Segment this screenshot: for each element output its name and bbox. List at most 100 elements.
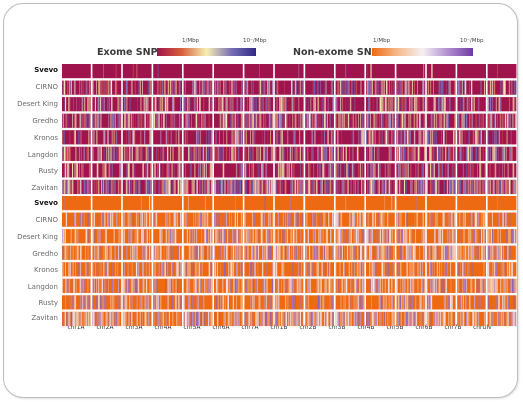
heatmap-cell-0-3-1 (92, 113, 122, 128)
heatmap-cell-1-4-0 (62, 262, 91, 277)
column-label-chr1a: chr1A (67, 325, 85, 331)
heatmap-cell-0-0-13 (457, 64, 486, 79)
heatmap-cell-0-4-8 (305, 130, 334, 145)
heatmap-cell-0-1-2 (122, 80, 152, 95)
heatmap-cell-0-7-1 (92, 179, 122, 195)
heatmap-cell-1-1-4 (183, 212, 213, 227)
heatmap-cell-0-1-8 (305, 80, 334, 95)
heatmap-cell-1-6-11 (396, 295, 426, 310)
heatmap-cell-1-6-3 (153, 295, 182, 310)
legend-title-exome: Exome SNPs (97, 47, 164, 58)
heatmap-cell-1-5-1 (92, 278, 122, 293)
heatmap-cell-0-4-12 (426, 130, 456, 145)
heatmap-cell-0-7-12 (426, 179, 456, 195)
heatmap-cell-1-4-6 (244, 262, 274, 277)
heatmap-cell-1-4-2 (122, 262, 152, 277)
heatmap-cell-1-6-10 (366, 295, 395, 310)
heatmap-cell-0-6-1 (92, 163, 122, 178)
heatmap-cell-0-3-11 (396, 113, 426, 128)
heatmap-cell-0-1-9 (335, 80, 365, 95)
column-label-chr7a: chr7A (241, 325, 259, 331)
heatmap-cell-1-1-7 (274, 212, 304, 227)
heatmap-cell-0-1-11 (396, 80, 426, 95)
heatmap-cell-0-6-12 (426, 163, 456, 178)
heatmap-cell-0-3-13 (457, 113, 486, 128)
heatmap-cell-0-0-6 (244, 64, 274, 79)
column-label-chr6b: chr6B (415, 325, 433, 331)
heatmap-cell-1-4-13 (457, 262, 486, 277)
heatmap-cell-0-7-9 (335, 179, 365, 195)
heatmap-cell-0-5-6 (244, 146, 274, 161)
heatmap-cell-0-5-4 (183, 146, 213, 161)
heatmap-cell-0-1-7 (274, 80, 304, 95)
heatmap-cell-0-5-3 (153, 146, 182, 161)
column-label-chr4b: chr4B (357, 325, 375, 331)
heatmap-cell-0-3-5 (214, 113, 243, 128)
heatmap-cell-1-7-13 (457, 311, 486, 327)
heatmap-cell-1-6-4 (183, 295, 213, 310)
heatmap-cell-1-2-4 (183, 229, 213, 244)
heatmap-cell-0-4-13 (457, 130, 486, 145)
heatmap-cell-1-7-10 (366, 311, 395, 327)
heatmap-cell-0-6-4 (183, 163, 213, 178)
heatmap-cell-0-1-1 (92, 80, 122, 95)
column-label-chr7b: chr7B (444, 325, 462, 331)
heatmap-cell-1-1-10 (366, 212, 395, 227)
heatmap-cell-1-4-11 (396, 262, 426, 277)
heatmap-cell-1-0-7 (274, 196, 304, 211)
heatmap-cell-0-2-10 (366, 97, 395, 112)
heatmap-cell-1-7-9 (335, 311, 365, 327)
heatmap-cell-0-4-6 (244, 130, 274, 145)
heatmap-cell-0-1-4 (183, 80, 213, 95)
heatmap-cell-1-6-0 (62, 295, 91, 310)
heatmap-cell-0-3-0 (62, 113, 91, 128)
heatmap-cell-0-3-3 (153, 113, 182, 128)
heatmap-cell-0-3-9 (335, 113, 365, 128)
heatmap-cell-1-5-11 (396, 278, 426, 293)
column-label-chr3b: chr3B (328, 325, 346, 331)
heatmap-cell-1-1-14 (487, 212, 517, 227)
heatmap-cell-0-2-14 (487, 97, 517, 112)
heatmap-cell-0-5-11 (396, 146, 426, 161)
heatmap-cell-1-3-14 (487, 245, 517, 260)
heatmap-cell-0-5-10 (366, 146, 395, 161)
heatmap-cell-1-2-2 (122, 229, 152, 244)
heatmap-cell-0-2-8 (305, 97, 334, 112)
heatmap-cell-0-3-4 (183, 113, 213, 128)
heatmap-cell-0-4-1 (92, 130, 122, 145)
row-label-nonexome-zavitan: Zavitan (31, 314, 58, 322)
heatmap-cell-1-3-10 (366, 245, 395, 260)
heatmap-cell-1-0-0 (62, 196, 91, 211)
heatmap-cell-1-3-0 (62, 245, 91, 260)
heatmap-cell-1-1-12 (426, 212, 456, 227)
heatmap-cell-0-6-14 (487, 163, 517, 178)
heatmap-cell-1-6-8 (305, 295, 334, 310)
legend-title-nonexome: Non-exome SNPs (293, 47, 385, 58)
heatmap-cell-0-6-10 (366, 163, 395, 178)
heatmap-cell-0-7-11 (396, 179, 426, 195)
row-label-nonexome-langdon: Langdon (27, 283, 58, 291)
heatmap-cell-1-0-6 (244, 196, 274, 211)
heatmap-cell-0-6-0 (62, 163, 91, 178)
legend-tick-low-exome: 1/Mbp (182, 38, 200, 44)
heatmap-cell-0-1-0 (62, 80, 91, 95)
heatmap-cell-0-4-7 (274, 130, 304, 145)
heatmap-cell-1-0-10 (366, 196, 395, 211)
heatmap-cell-0-7-4 (183, 179, 213, 195)
heatmap-cell-1-3-3 (153, 245, 182, 260)
heatmap-cell-1-1-13 (457, 212, 486, 227)
heatmap-cell-0-4-14 (487, 130, 517, 145)
heatmap-cell-1-7-7 (274, 311, 304, 327)
heatmap-cell-1-4-1 (92, 262, 122, 277)
heatmap-cell-1-5-14 (487, 278, 517, 293)
heatmap-cell-0-0-0 (62, 64, 91, 79)
legend-tick-high-exome: 10⁻/Mbp (243, 38, 267, 44)
column-label-chrun: chrUN (473, 325, 491, 331)
heatmap-cell-1-1-3 (153, 212, 182, 227)
heatmap-cell-1-4-9 (335, 262, 365, 277)
row-label-exome-langdon: Langdon (27, 151, 58, 159)
heatmap-cell-1-6-2 (122, 295, 152, 310)
heatmap-cell-0-1-13 (457, 80, 486, 95)
heatmap-cell-1-3-12 (426, 245, 456, 260)
